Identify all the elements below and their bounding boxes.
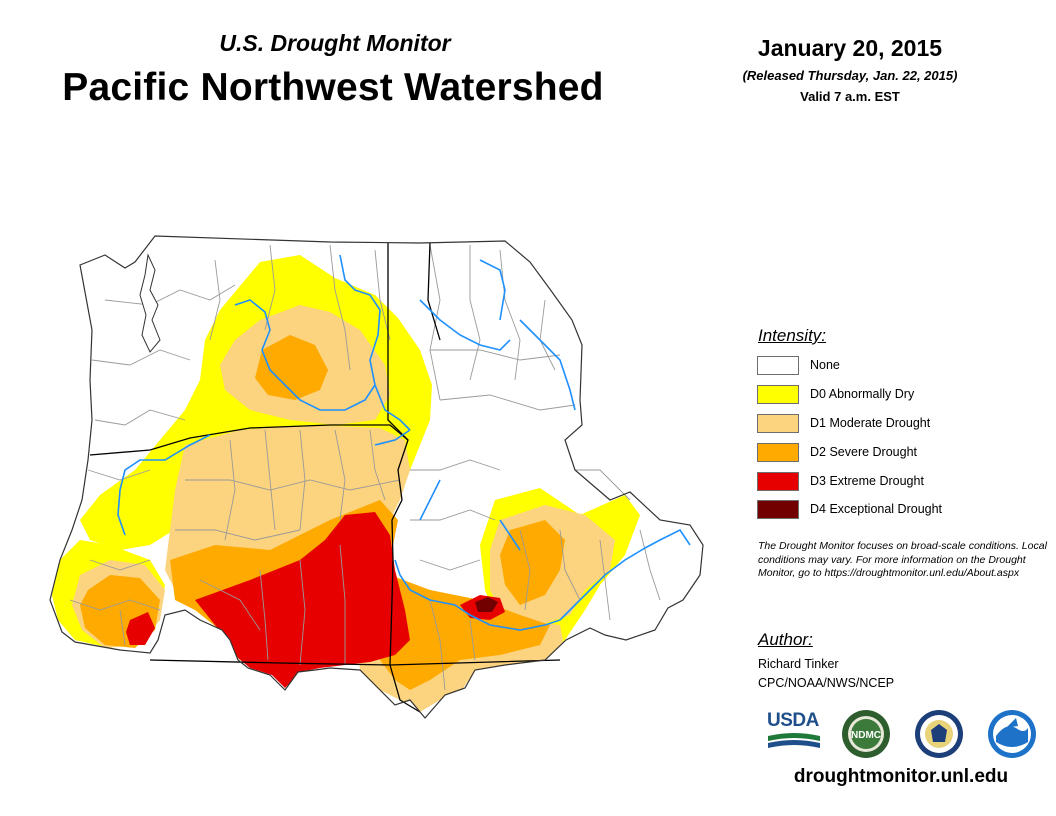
legend-label: D4 Exceptional Drought xyxy=(810,502,943,516)
legend-swatch-d4 xyxy=(757,500,799,519)
puget-sound xyxy=(139,253,161,353)
d3-area-coast xyxy=(126,612,155,645)
legend-swatch-none xyxy=(757,356,799,375)
legend-label: D3 Extreme Drought xyxy=(810,474,924,488)
noaa-logo-icon xyxy=(988,710,1036,758)
state-boundaries xyxy=(89,242,561,713)
usda-logo: USDA xyxy=(764,708,824,752)
rivers xyxy=(117,254,691,631)
d4-area-east xyxy=(475,597,498,612)
ndmc-logo: NDMC xyxy=(842,710,890,758)
map-supertitle: U.S. Drought Monitor xyxy=(219,30,451,56)
legend-swatch-d3 xyxy=(757,472,799,491)
d2-area-south xyxy=(375,575,550,690)
legend-swatch-d0 xyxy=(757,385,799,404)
d2-area-southeast xyxy=(500,520,565,605)
usda-stripes-icon xyxy=(768,733,820,748)
author-organization: CPC/NOAA/NWS/NCEP xyxy=(758,676,895,690)
commerce-seal-icon xyxy=(915,710,963,758)
legend-label: D2 Severe Drought xyxy=(810,445,918,459)
legend-label: None xyxy=(810,358,840,372)
drought-map xyxy=(49,235,704,719)
d3-area-south-central xyxy=(195,512,410,688)
disclaimer-note: The Drought Monitor focuses on broad-sca… xyxy=(758,540,1047,579)
author-name: Richard Tinker xyxy=(758,657,839,671)
legend-swatch-d2 xyxy=(757,443,799,462)
author-heading: Author: xyxy=(758,630,813,649)
map-date: January 20, 2015 xyxy=(757,35,943,61)
subbasin-boundaries xyxy=(69,244,661,691)
legend-label: D1 Moderate Drought xyxy=(810,416,931,430)
legend-title: Intensity: xyxy=(758,326,827,345)
usda-logo-text: USDA xyxy=(767,710,819,731)
ndmc-logo-text: NDMC xyxy=(851,730,881,741)
legend-label: D0 Abnormally Dry xyxy=(810,387,915,401)
d2-area-north xyxy=(255,335,328,400)
map-title: Pacific Northwest Watershed xyxy=(62,66,604,109)
legend-swatch-d1 xyxy=(757,414,799,433)
valid-time: Valid 7 a.m. EST xyxy=(800,89,900,104)
release-date: (Released Thursday, Jan. 22, 2015) xyxy=(742,68,958,83)
website-link[interactable]: droughtmonitor.unl.edu xyxy=(793,766,1009,787)
